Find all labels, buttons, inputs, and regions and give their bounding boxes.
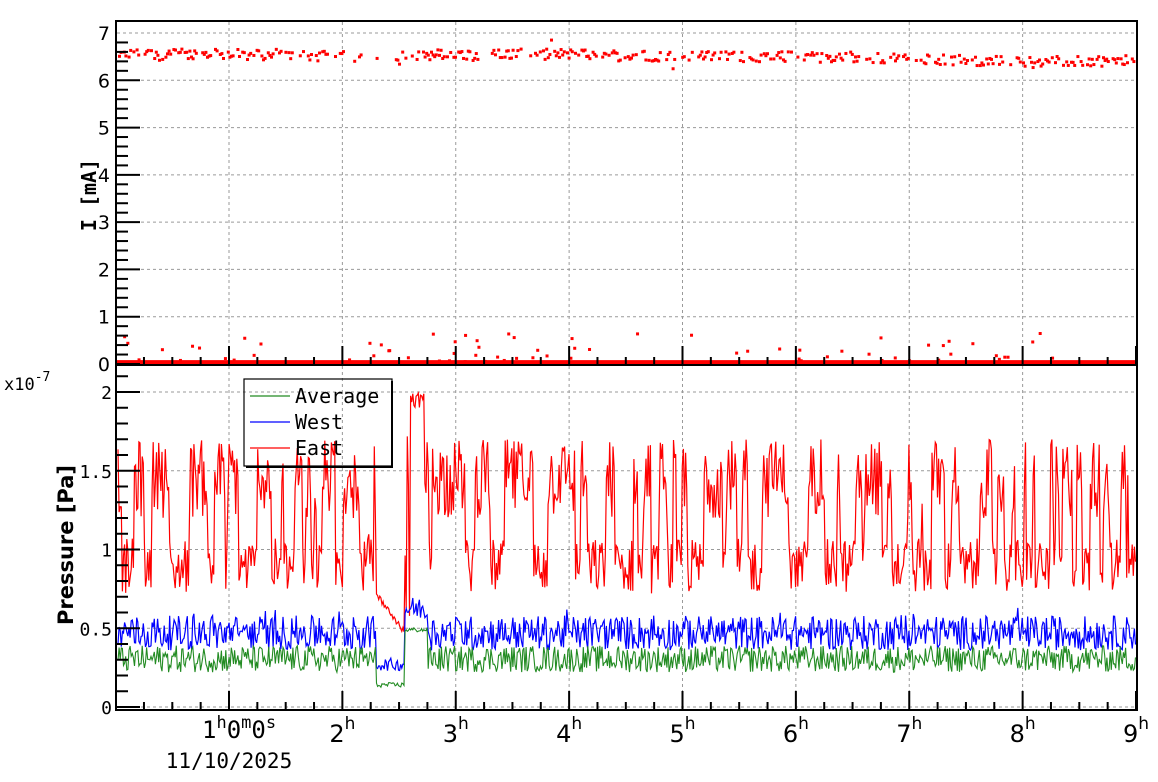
- top-plot-frame: [115, 20, 1138, 366]
- pressure-lines: [117, 390, 1137, 689]
- axis-ticks: [117, 41, 1137, 709]
- bottom-y-tick-1: 1: [101, 541, 112, 562]
- bottom-plot-frame: [115, 364, 1138, 711]
- top-y-tick-1: 1: [98, 307, 110, 329]
- legend-shadow-bottom: [246, 466, 393, 468]
- multiplier-exponent: -7: [35, 370, 51, 385]
- bottom-y-tick-1.5: 1.5: [79, 462, 112, 483]
- x-tick-5h: 5h: [670, 714, 696, 748]
- x-tick-1h: 1h0m0s: [202, 713, 276, 744]
- x-date-label: 11/10/2025: [166, 749, 292, 773]
- west-series: [117, 597, 1137, 672]
- top-y-tick-4: 4: [98, 165, 110, 187]
- x-tick-9h: 9h: [1123, 714, 1149, 748]
- legend: Average West East: [243, 378, 393, 468]
- legend-east-label: East: [295, 436, 343, 460]
- top-y-tick-5: 5: [98, 118, 110, 140]
- legend-shadow-right: [391, 381, 393, 468]
- bottom-y-tick-0: 0: [101, 698, 112, 719]
- x-tick-6h: 6h: [783, 714, 809, 748]
- bottom-y-tick-labels: 0 0.5 1 1.5 2: [79, 383, 112, 719]
- top-grid: [117, 22, 1136, 365]
- legend-west-label: West: [295, 410, 343, 434]
- x-tick-3h: 3h: [443, 714, 469, 748]
- top-y-tick-2: 2: [98, 259, 110, 281]
- east-series: [117, 390, 1137, 634]
- current-scatter: [117, 38, 1136, 365]
- top-y-axis-title: I [mA]: [77, 159, 101, 231]
- top-y-tick-7: 7: [98, 23, 110, 45]
- bottom-y-tick-2: 2: [101, 383, 112, 404]
- x-tick-2h: 2h: [329, 714, 355, 748]
- x-tick-8h: 8h: [1010, 714, 1036, 748]
- top-y-tick-0: 0: [98, 354, 110, 376]
- legend-average-label: Average: [295, 384, 379, 408]
- top-y-tick-3: 3: [98, 212, 110, 234]
- x-tick-4h: 4h: [556, 714, 582, 748]
- top-y-tick-labels: 0 1 2 3 4 5 6 7: [98, 23, 110, 376]
- x-tick-labels: 1h0m0s 2h 3h 4h 5h 6h 7h 8h 9h: [202, 713, 1149, 748]
- y-multiplier: x10-7: [4, 370, 50, 395]
- multiplier-base: x10: [4, 375, 35, 395]
- top-y-tick-6: 6: [98, 70, 110, 92]
- bottom-y-tick-0.5: 0.5: [79, 619, 112, 640]
- x-tick-7h: 7h: [896, 714, 922, 748]
- bottom-y-axis-title: Pressure [Pa]: [54, 465, 78, 625]
- average-series: [117, 626, 1137, 689]
